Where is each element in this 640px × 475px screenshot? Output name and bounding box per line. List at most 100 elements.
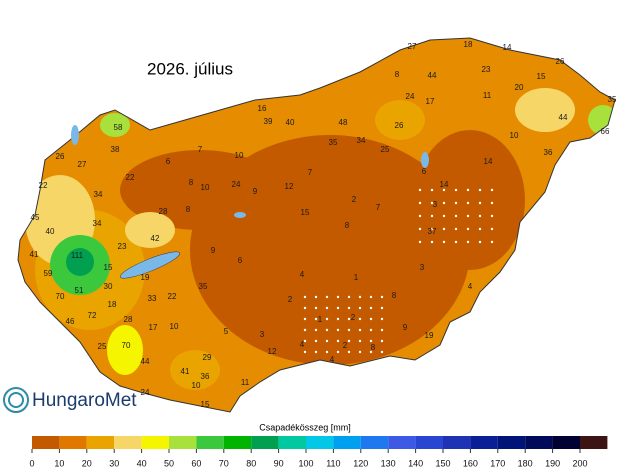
dot — [369, 306, 373, 310]
dot — [336, 328, 340, 332]
colorbar-segment — [306, 436, 334, 449]
station-value: 35 — [608, 95, 617, 104]
logo-icon — [3, 387, 29, 413]
station-value: 22 — [168, 292, 177, 301]
station-value: 36 — [544, 148, 553, 157]
station-value: 34 — [357, 136, 366, 145]
dot — [442, 188, 446, 192]
station-value: 35 — [329, 138, 338, 147]
station-value: 33 — [148, 294, 157, 303]
station-value: 22 — [126, 173, 135, 182]
station-value: 30 — [104, 282, 113, 291]
colorbar-segment — [333, 436, 361, 449]
station-value: 29 — [203, 353, 212, 362]
dot — [358, 306, 362, 310]
dot — [358, 317, 362, 321]
station-value: 9 — [253, 187, 258, 196]
dot — [347, 350, 351, 354]
dot — [380, 295, 384, 299]
dot — [442, 201, 446, 205]
colorbar-segment — [59, 436, 87, 449]
station-value: 2 — [343, 341, 348, 350]
dot — [442, 240, 446, 244]
colorbar-segment — [497, 436, 526, 449]
dot — [478, 240, 482, 244]
dot — [347, 306, 351, 310]
dot — [454, 188, 458, 192]
station-value: 27 — [408, 42, 417, 51]
station-value: 34 — [93, 219, 102, 228]
station-value: 10 — [201, 183, 210, 192]
title: 2026. július — [147, 59, 233, 78]
dot — [380, 350, 384, 354]
dot — [442, 214, 446, 218]
station-value: 37 — [428, 227, 437, 236]
lake-ferto — [71, 125, 79, 145]
colorbar-tick-label: 60 — [191, 458, 201, 468]
dot — [380, 328, 384, 332]
station-value: 22 — [39, 181, 48, 190]
station-value: 41 — [30, 250, 39, 259]
colorbar-tick-label: 130 — [381, 458, 396, 468]
dot — [314, 328, 318, 332]
station-value: 15 — [104, 263, 113, 272]
dot — [454, 240, 458, 244]
dot — [466, 240, 470, 244]
station-value: 16 — [258, 104, 267, 113]
station-value: 45 — [31, 213, 40, 222]
station-value: 59 — [44, 269, 53, 278]
dot — [314, 339, 318, 343]
station-value: 7 — [376, 203, 381, 212]
dot — [358, 328, 362, 332]
station-value: 10 — [170, 322, 179, 331]
station-value: 25 — [98, 342, 107, 351]
station-value: 44 — [559, 113, 568, 122]
colorbar-tick-label: 10 — [54, 458, 64, 468]
dot — [358, 339, 362, 343]
station-value: 42 — [151, 234, 160, 243]
station-value: 2 — [352, 195, 357, 204]
dot — [430, 227, 434, 231]
dot — [466, 227, 470, 231]
dot — [347, 317, 351, 321]
colorbar-tick-label: 160 — [463, 458, 478, 468]
station-value: 15 — [201, 400, 210, 409]
station-value: 24 — [141, 388, 150, 397]
colorbar-tick-label: 70 — [219, 458, 229, 468]
station-value: 35 — [199, 282, 208, 291]
station-value: 10 — [510, 131, 519, 140]
colorbar-segment — [415, 436, 443, 449]
dot — [369, 295, 373, 299]
dot — [358, 295, 362, 299]
colorbar-tick-label: 200 — [572, 458, 587, 468]
dot — [466, 201, 470, 205]
station-value: 41 — [181, 367, 190, 376]
station-value: 51 — [75, 286, 84, 295]
station-value: 1 — [318, 315, 323, 324]
colorbar-segment — [552, 436, 580, 449]
station-value: 14 — [440, 180, 449, 189]
station-value: 14 — [484, 157, 493, 166]
station-value: 12 — [268, 347, 277, 356]
dot — [430, 240, 434, 244]
station-value: 8 — [371, 343, 376, 352]
dot — [454, 214, 458, 218]
station-value: 9 — [211, 246, 216, 255]
station-value: 23 — [482, 65, 491, 74]
station-value: 18 — [108, 300, 117, 309]
dot — [358, 350, 362, 354]
dot — [369, 328, 373, 332]
dot — [430, 201, 434, 205]
station-value: 19 — [141, 273, 150, 282]
station-value: 27 — [78, 160, 87, 169]
dot — [478, 214, 482, 218]
dot — [430, 214, 434, 218]
station-value: 6 — [238, 256, 243, 265]
station-value: 15 — [301, 208, 310, 217]
station-value: 26 — [556, 57, 565, 66]
station-value: 38 — [111, 145, 120, 154]
colorbar-tick-label: 110 — [326, 458, 340, 468]
colorbar-segment — [470, 436, 498, 449]
